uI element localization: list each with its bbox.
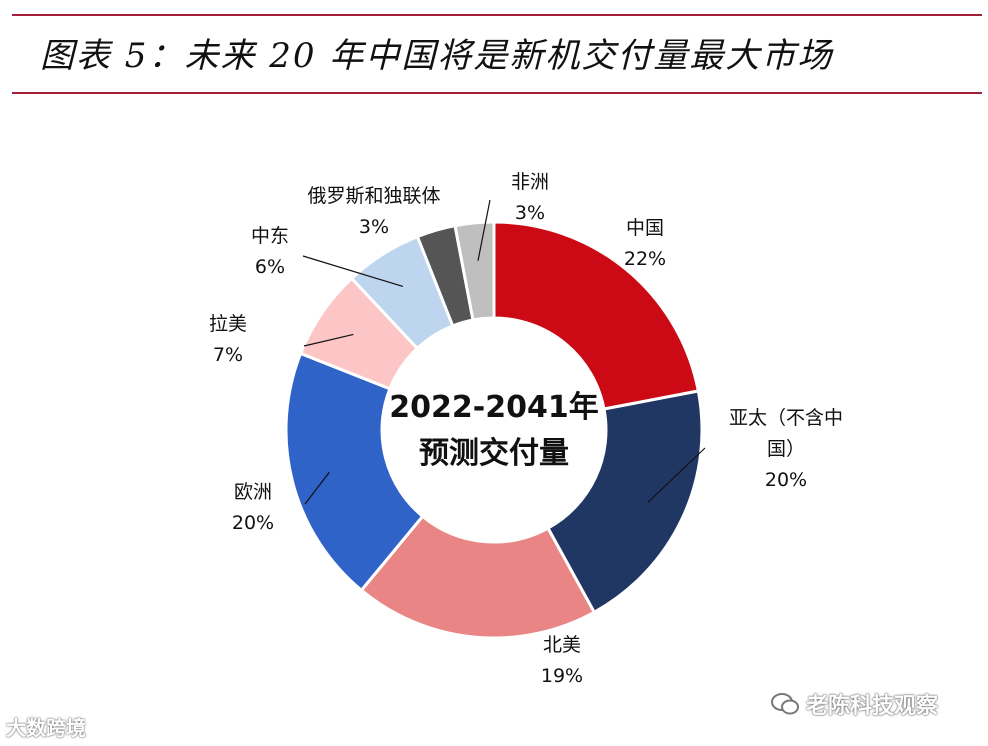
- donut-slice: [453, 220, 496, 322]
- slice-name-label: 国）: [767, 438, 805, 460]
- slice-value-label: 22%: [624, 248, 666, 270]
- leader-line: [647, 447, 706, 503]
- donut-slice: [492, 220, 701, 411]
- center-label-line-1: 2022-2041年: [389, 390, 598, 425]
- slice-value-label: 19%: [541, 665, 583, 687]
- slice-value-label: 7%: [213, 344, 243, 366]
- donut-slice: [284, 351, 425, 593]
- leader-line: [302, 255, 404, 288]
- wechat-icon: [771, 693, 799, 715]
- slice-name-label: 亚太（不含中: [729, 407, 843, 429]
- slice-name-label: 拉美: [209, 313, 247, 335]
- top-rule: [12, 14, 982, 16]
- donut-slices: [284, 220, 704, 640]
- slice-value-label: 6%: [255, 256, 285, 278]
- slice-value-label: 3%: [515, 202, 545, 224]
- leader-line: [477, 199, 491, 261]
- donut-slice: [359, 514, 597, 640]
- slice-value-label: 20%: [232, 512, 274, 534]
- leader-lines: [302, 199, 706, 505]
- slice-name-label: 欧洲: [234, 481, 272, 503]
- slice-name-label: 中东: [251, 225, 289, 247]
- slice-value-label: 3%: [359, 216, 389, 238]
- slice-name-label: 中国: [626, 217, 664, 239]
- title-rule: [12, 92, 982, 94]
- watermark-right-text: 老陈科技观察: [806, 694, 939, 719]
- leader-line: [303, 333, 354, 347]
- watermark-right: 老陈科技观察: [770, 688, 938, 720]
- slice-name-label: 俄罗斯和独联体: [307, 185, 440, 207]
- slice-name-label: 非洲: [511, 171, 549, 193]
- center-label-line-2: 预测交付量: [419, 436, 569, 471]
- leader-line: [304, 471, 330, 505]
- donut-slice: [545, 389, 704, 615]
- watermark-left: 大数跨境: [6, 716, 86, 740]
- slice-value-label: 20%: [765, 469, 807, 491]
- figure-title: 图表 5：未来 20 年中国将是新机交付量最大市场: [40, 36, 834, 76]
- slice-name-label: 北美: [543, 634, 581, 656]
